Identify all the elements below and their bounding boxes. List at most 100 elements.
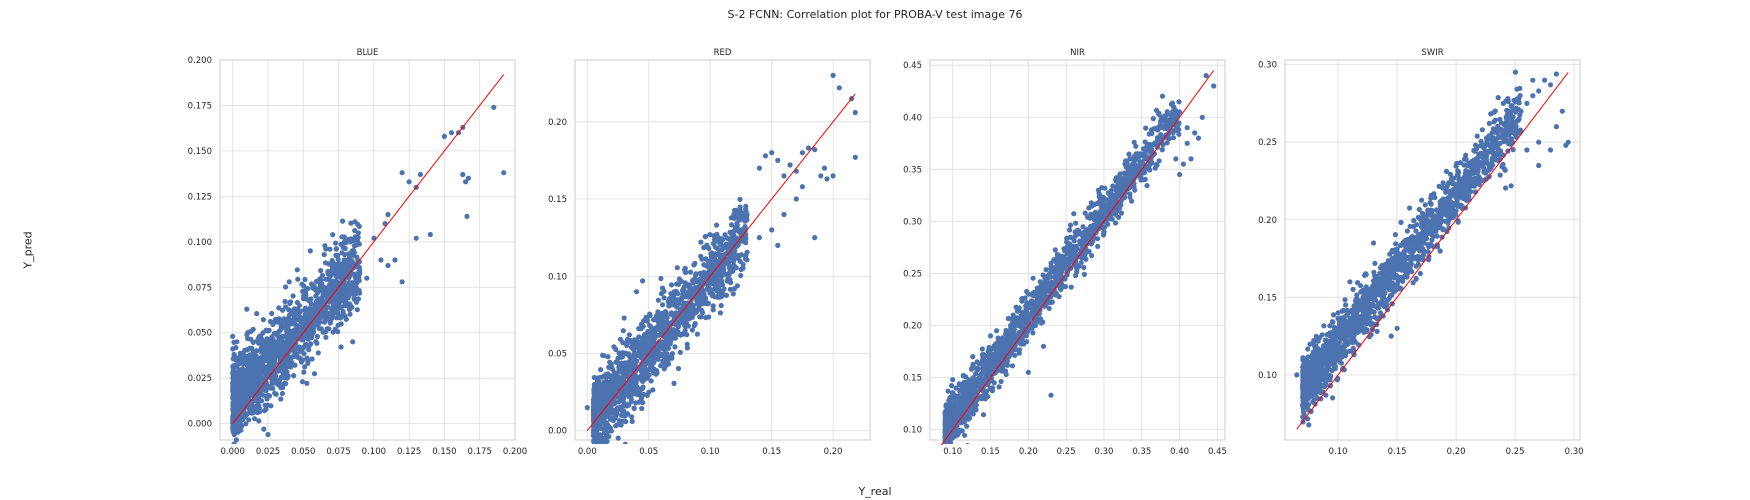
scatter-point <box>711 264 717 270</box>
scatter-point <box>684 341 690 347</box>
scatter-point <box>744 249 750 255</box>
scatter-point <box>977 373 983 379</box>
scatter-point <box>1040 343 1047 349</box>
scatter-point <box>281 381 287 387</box>
x-tick-label: 0.100 <box>362 447 386 457</box>
scatter-points <box>584 72 858 454</box>
x-tick-label: 0.30 <box>1095 447 1114 457</box>
scatter-point <box>1043 267 1049 273</box>
x-tick-label: 0.20 <box>1447 447 1466 457</box>
scatter-point <box>712 283 718 289</box>
scatter-point <box>692 286 698 292</box>
plot-frame <box>929 59 1226 441</box>
scatter-point <box>1184 125 1190 131</box>
scatter-point <box>739 216 745 222</box>
scatter-point <box>793 168 799 174</box>
scatter-point <box>965 397 971 403</box>
scatter-points <box>942 73 1217 444</box>
scatter-point <box>1146 131 1152 137</box>
scatter-point <box>612 395 618 401</box>
scatter-point <box>350 339 356 345</box>
scatter-point <box>596 449 601 454</box>
scatter-point <box>661 288 667 294</box>
scatter-point <box>278 384 284 391</box>
scatter-point <box>660 302 666 308</box>
scatter-point <box>255 399 261 405</box>
y-tick-label: 0.30 <box>903 217 922 227</box>
scatter-point <box>948 409 954 415</box>
scatter-point <box>992 364 998 370</box>
scatter-point <box>685 323 691 329</box>
scatter-point <box>230 416 236 422</box>
scatter-point <box>661 295 667 301</box>
y-tick-label: 0.025 <box>188 374 212 384</box>
scatter-point <box>276 368 282 374</box>
identity-line <box>232 74 505 424</box>
scatter-point <box>287 300 293 306</box>
scatter-point <box>1034 317 1040 323</box>
scatter-point <box>273 391 279 397</box>
scatter-point <box>1037 279 1043 285</box>
scatter-point <box>245 369 251 375</box>
scatter-point <box>979 395 985 401</box>
scatter-point <box>634 374 640 380</box>
x-tick-label: 0.000 <box>221 447 245 457</box>
scatter-point <box>1180 161 1186 167</box>
scatter-point <box>643 358 649 365</box>
scatter-point <box>744 211 750 218</box>
scatter-point <box>1097 208 1103 214</box>
scatter-point <box>1094 200 1100 207</box>
scatter-point <box>236 407 242 413</box>
scatter-point <box>309 356 315 362</box>
scatter-point <box>279 339 285 345</box>
scatter-point <box>1170 117 1176 123</box>
scatter-point <box>718 302 724 309</box>
scatter-point <box>324 326 330 332</box>
scatter-point <box>824 176 830 182</box>
scatter-point <box>250 369 256 375</box>
scatter-point <box>1142 139 1148 145</box>
scatter-point <box>1127 194 1133 200</box>
scatter-point <box>640 335 646 341</box>
scatter-point <box>260 330 266 336</box>
scatter-point <box>313 321 319 327</box>
scatter-point <box>1059 283 1066 289</box>
scatter-point <box>1051 280 1057 286</box>
scatter-point <box>259 374 265 381</box>
x-tick-label: 0.00 <box>578 447 597 457</box>
scatter-point <box>1142 152 1148 158</box>
scatter-point <box>261 408 268 414</box>
scatter-point <box>259 382 265 388</box>
scatter-point <box>949 435 955 441</box>
scatter-point <box>338 314 344 320</box>
scatter-point <box>1016 331 1022 337</box>
scatter-point <box>295 355 301 361</box>
subplot-title: BLUE <box>357 48 379 58</box>
x-tick-label: 0.25 <box>1057 447 1076 457</box>
scatter-point <box>355 221 361 227</box>
x-tick-label: 0.40 <box>1170 447 1189 457</box>
scatter-point <box>997 367 1003 373</box>
y-tick-label: 0.35 <box>903 165 922 175</box>
scatter-point <box>263 388 269 394</box>
scatter-point <box>631 405 637 411</box>
scatter-point <box>291 320 298 327</box>
scatter-point <box>354 307 360 313</box>
scatter-point <box>293 326 299 332</box>
scatter-point <box>614 406 620 413</box>
y-tick-label: 0.25 <box>903 269 922 279</box>
scatter-point <box>720 244 726 250</box>
scatter-point <box>1067 256 1074 263</box>
scatter-point <box>1159 93 1166 99</box>
scatter-point <box>623 411 629 417</box>
scatter-point <box>1098 212 1104 218</box>
scatter-point <box>950 377 956 383</box>
x-tick-label: 0.15 <box>762 447 781 457</box>
scatter-point <box>999 341 1005 347</box>
scatter-point <box>321 329 327 335</box>
y-tick-label: 0.45 <box>903 61 922 71</box>
scatter-point <box>942 431 949 437</box>
scatter-point <box>241 394 247 400</box>
scatter-point <box>1090 224 1097 230</box>
scatter-point <box>703 233 709 240</box>
